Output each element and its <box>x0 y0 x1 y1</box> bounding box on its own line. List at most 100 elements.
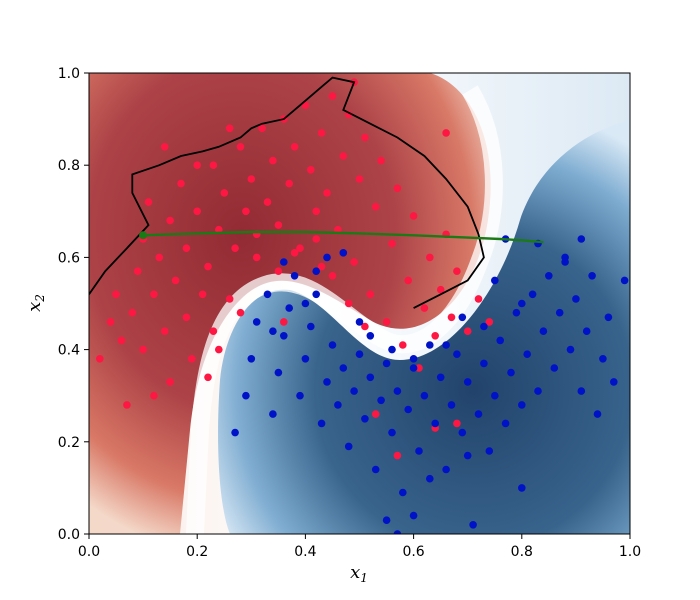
red-class-point <box>252 253 261 262</box>
blue-class-point <box>301 299 310 308</box>
red-class-point <box>474 295 483 303</box>
red-class-point <box>128 308 137 317</box>
blue-class-point <box>231 428 239 437</box>
blue-class-point <box>420 391 429 400</box>
blue-class-point <box>355 318 364 326</box>
red-class-point <box>166 216 174 225</box>
blue-class-point <box>480 322 488 331</box>
x-axis-label: x1 <box>350 562 368 585</box>
red-class-point <box>96 355 104 363</box>
red-class-point <box>204 262 212 271</box>
red-class-point <box>431 332 440 340</box>
red-class-point <box>453 267 461 276</box>
x-tick-label: 0.0 <box>78 544 100 560</box>
red-class-point <box>166 378 174 386</box>
red-class-point <box>285 179 294 188</box>
red-class-point <box>274 267 283 276</box>
y-tick-label: 0.8 <box>58 158 80 174</box>
red-class-point <box>209 161 218 169</box>
blue-class-point <box>312 290 321 299</box>
y-tick-label: 1.0 <box>58 66 80 82</box>
red-class-point <box>209 327 218 336</box>
red-class-point <box>371 410 380 418</box>
red-class-point <box>328 92 337 100</box>
blue-class-point <box>518 484 526 492</box>
red-class-point <box>485 318 494 326</box>
red-class-point <box>280 318 288 326</box>
blue-class-point <box>377 396 385 405</box>
red-class-point <box>355 175 364 183</box>
blue-class-point <box>491 391 499 400</box>
green-path-start-marker <box>139 231 148 240</box>
x-axis-label-main: x <box>350 562 360 583</box>
blue-class-point <box>317 419 326 428</box>
red-class-point <box>242 207 250 216</box>
red-class-point <box>442 129 450 137</box>
red-class-point <box>117 336 126 345</box>
red-class-point <box>269 156 277 165</box>
blue-class-point <box>263 290 272 299</box>
blue-class-point <box>496 336 505 345</box>
red-class-point <box>171 276 180 285</box>
blue-class-point <box>474 410 483 418</box>
red-class-point <box>177 179 185 188</box>
red-class-point <box>393 451 402 460</box>
blue-class-point <box>312 267 321 276</box>
blue-class-point <box>436 373 445 382</box>
blue-class-point <box>458 313 467 322</box>
red-class-point <box>123 401 131 409</box>
red-class-point <box>388 239 396 248</box>
red-class-point <box>155 253 164 262</box>
red-class-point <box>290 143 299 151</box>
blue-class-point <box>307 322 315 331</box>
blue-class-point <box>366 332 375 340</box>
x-tick-label: 1.0 <box>619 544 641 560</box>
red-class-point <box>344 299 353 308</box>
blue-class-point <box>463 378 472 386</box>
blue-class-point <box>480 359 488 368</box>
blue-class-point <box>393 387 402 395</box>
blue-class-point <box>409 511 418 520</box>
red-class-point <box>290 249 299 257</box>
plot-area <box>89 73 630 534</box>
blue-class-point <box>301 355 310 363</box>
red-class-point <box>361 322 369 331</box>
red-class-region <box>89 73 491 534</box>
boundary-glow <box>186 85 503 534</box>
blue-class-point <box>344 442 353 451</box>
blue-class-point <box>371 465 380 474</box>
red-class-point <box>366 290 375 299</box>
red-class-point <box>317 262 326 271</box>
red-class-point <box>112 290 120 299</box>
blue-class-point <box>572 295 580 303</box>
red-class-point <box>193 207 201 216</box>
x-tick-label: 0.2 <box>186 544 208 560</box>
red-class-point <box>426 253 434 262</box>
blue-class-point <box>491 276 499 285</box>
red-class-point <box>420 304 429 312</box>
red-class-point <box>231 244 239 252</box>
blue-class-point <box>588 272 596 280</box>
blue-class-point <box>323 253 331 262</box>
red-class-point <box>144 198 153 206</box>
x-tick-label: 0.8 <box>511 544 533 560</box>
y-axis-label-main: x <box>24 302 45 312</box>
blue-class-point <box>501 419 510 428</box>
blue-class-point <box>561 258 569 266</box>
blue-class-point <box>555 308 564 317</box>
red-class-point <box>463 327 472 336</box>
blue-class-point <box>269 410 277 418</box>
x-tick-label: 0.4 <box>294 544 316 560</box>
blue-class-point <box>280 258 288 266</box>
red-class-point <box>371 202 380 211</box>
red-class-point <box>236 308 245 317</box>
x-tick-label: 0.6 <box>402 544 424 560</box>
blue-class-point <box>415 447 423 455</box>
red-class-point <box>150 290 158 299</box>
y-tick-label: 0.2 <box>58 435 80 451</box>
blue-class-point <box>290 272 299 280</box>
axes-ticks: 0.0 0.2 0.4 0.6 0.8 1.0 0.0 0.2 0.4 0.6 0.8 1.0 <box>58 66 641 560</box>
y-tick-label: 0.0 <box>58 527 80 543</box>
blue-class-point <box>577 235 586 243</box>
